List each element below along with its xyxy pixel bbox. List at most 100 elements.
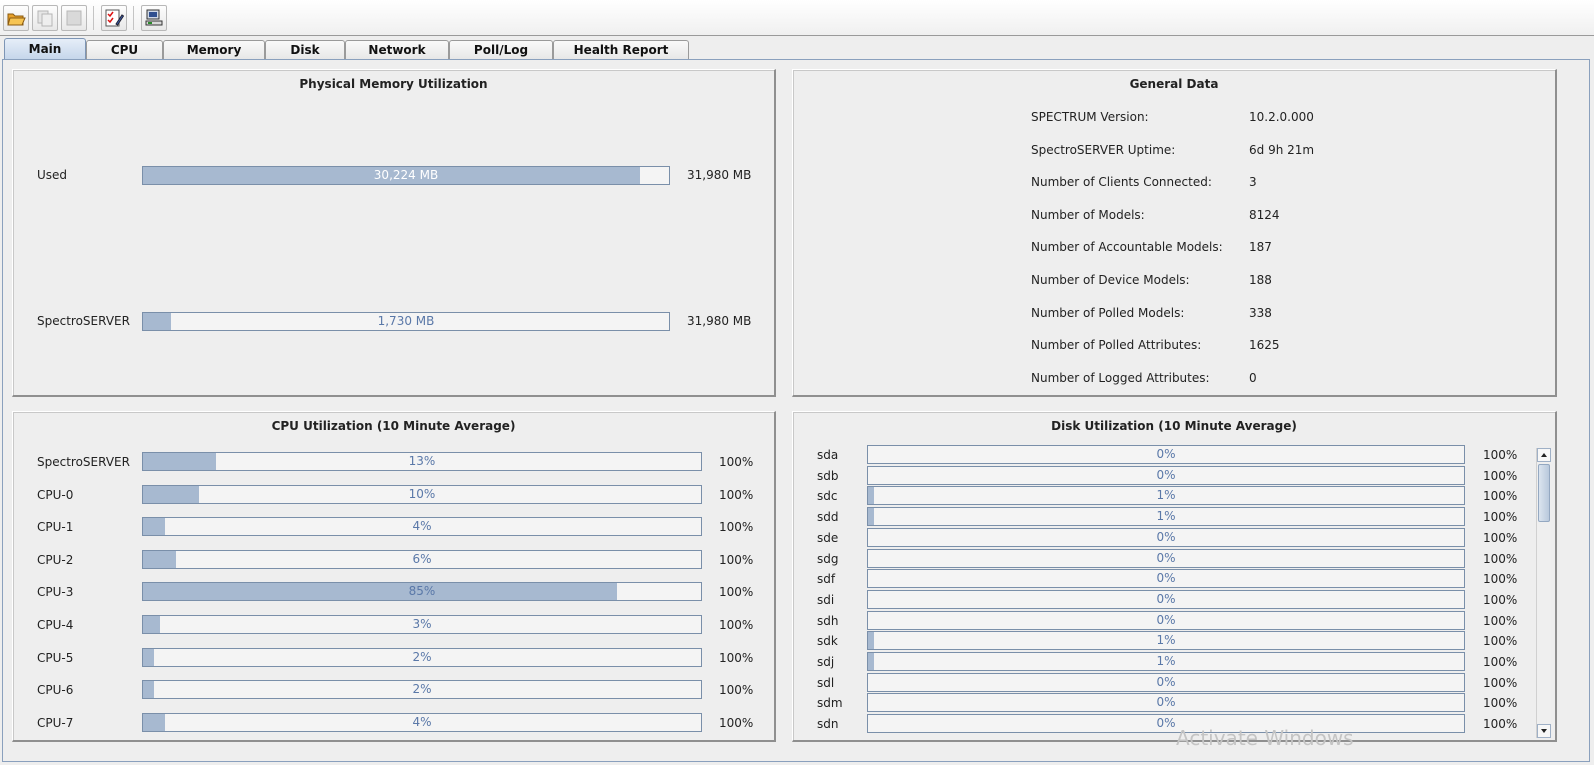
cpu-row-max: 100%: [719, 487, 754, 502]
disk-bar: 0%: [867, 672, 1465, 692]
tab-strip: Main CPU Memory Disk Network Poll/Log He…: [0, 37, 1594, 60]
disk-row-label: sdl: [817, 675, 835, 690]
cpu-bar: 6%: [142, 549, 702, 569]
general-data-label: Number of Device Models:: [1031, 273, 1190, 287]
blank-document-icon: [66, 10, 82, 26]
bar-fill: [143, 713, 166, 731]
panel-title: Disk Utilization (10 Minute Average): [1051, 419, 1297, 433]
general-data-label: Number of Logged Attributes:: [1031, 370, 1210, 385]
general-data-value: 6d 9h 21m: [1249, 142, 1315, 157]
bar-fill: [868, 653, 874, 670]
tab-health-report[interactable]: Health Report: [553, 40, 689, 60]
disk-row-label: sda: [817, 448, 839, 462]
scroll-up-arrow-icon[interactable]: [1537, 448, 1551, 462]
general-data-label: SpectroSERVER Uptime:: [1031, 142, 1176, 157]
disk-row-label: sdh: [817, 613, 839, 628]
disk-row-max: 100%: [1483, 592, 1518, 607]
cpu-bar: 4%: [142, 712, 702, 732]
bar-fill: [143, 518, 166, 536]
scroll-down-arrow-icon[interactable]: [1537, 724, 1551, 738]
cpu-row-max: 100%: [719, 618, 754, 632]
bar-value: 1%: [1156, 633, 1176, 648]
tab-main[interactable]: Main: [4, 38, 86, 60]
general-data-label: Number of Accountable Models:: [1031, 240, 1223, 255]
tab-cpu[interactable]: CPU: [86, 40, 163, 60]
bar-value: 1,730 MB: [377, 314, 435, 328]
bar-value: 0%: [1156, 591, 1176, 606]
tab-memory[interactable]: Memory: [163, 40, 265, 60]
disk-row-max: 100%: [1483, 530, 1518, 545]
cpu-row-label: CPU-3: [37, 585, 74, 600]
cpu-row-label: CPU-4: [37, 618, 74, 632]
general-data-label: Number of Polled Models:: [1031, 305, 1185, 320]
network-host-button[interactable]: [141, 5, 167, 31]
bar-value: 30,224 MB: [373, 168, 439, 182]
bar-fill: [868, 632, 874, 650]
disk-row-label: sdb: [817, 468, 839, 483]
memory-row-max: 31,980 MB: [687, 168, 752, 182]
tab-disk[interactable]: Disk: [265, 40, 345, 60]
scrollbar-thumb[interactable]: [1538, 464, 1550, 522]
blank-document-button[interactable]: [61, 5, 87, 31]
bar-value: 0%: [1156, 674, 1176, 689]
bar-fill: [143, 485, 199, 503]
cpu-utilization-panel: CPU Utilization (10 Minute Average) Spec…: [12, 411, 776, 742]
open-folder-button[interactable]: [3, 5, 29, 31]
bar-value: 0%: [1156, 447, 1176, 461]
disk-row-max: 100%: [1483, 634, 1518, 649]
disk-bar: 0%: [867, 693, 1465, 713]
bar-fill: [143, 681, 155, 699]
disk-scrollbar[interactable]: [1536, 448, 1551, 738]
bar-value: 0%: [1156, 716, 1176, 731]
bar-fill: [143, 313, 172, 330]
open-folder-icon: [7, 13, 26, 26]
bar-value: 13%: [408, 454, 436, 468]
bar-value: 85%: [408, 584, 436, 599]
disk-bar: 0%: [867, 714, 1465, 734]
bar-value: 10%: [408, 486, 436, 501]
disk-row-label: sdg: [817, 551, 839, 566]
tab-network[interactable]: Network: [345, 40, 449, 60]
disk-bar: 0%: [867, 527, 1465, 547]
disk-row-label: sdj: [817, 655, 835, 669]
bar-fill: [143, 616, 160, 633]
copy-document-button[interactable]: [32, 5, 58, 31]
disk-bar: 1%: [867, 486, 1465, 506]
disk-row-max: 100%: [1483, 489, 1518, 504]
bar-value: 0%: [1156, 529, 1176, 544]
disk-row-max: 100%: [1483, 572, 1518, 587]
disk-bar: 0%: [867, 569, 1465, 589]
tab-poll-log[interactable]: Poll/Log: [449, 40, 553, 60]
cpu-row-label: CPU-6: [37, 683, 74, 698]
disk-row-label: sdk: [817, 634, 838, 649]
cpu-row-label: CPU-0: [37, 487, 74, 502]
cpu-row-label: CPU-7: [37, 715, 74, 730]
memory-row-max: 31,980 MB: [687, 314, 752, 328]
panel-title: CPU Utilization (10 Minute Average): [271, 419, 516, 433]
disk-row-max: 100%: [1483, 510, 1518, 525]
disk-bar: 0%: [867, 465, 1465, 485]
disk-row-label: sdn: [817, 717, 839, 732]
disk-row-label: sdm: [817, 696, 843, 711]
disk-row-max: 100%: [1483, 696, 1518, 711]
toolbar-separator: [93, 6, 94, 30]
bar-value: 1%: [1156, 509, 1176, 524]
disk-bar: 0%: [867, 589, 1465, 609]
bar-value: 0%: [1156, 550, 1176, 565]
disk-utilization-panel: Disk Utilization (10 Minute Average) sda…: [792, 411, 1557, 742]
general-data-label: Number of Models:: [1031, 207, 1145, 222]
checklist-edit-icon: [105, 9, 124, 27]
memory-spectroserver-bar: 1,730 MB: [142, 312, 670, 331]
copy-document-icon: [37, 10, 53, 27]
bar-fill: [868, 487, 874, 505]
disk-row-label: sdc: [817, 489, 838, 504]
disk-row-max: 100%: [1483, 675, 1518, 690]
general-data-value: 1625: [1249, 338, 1280, 353]
disk-row-label: sdi: [817, 592, 835, 607]
cpu-row-max: 100%: [719, 455, 754, 469]
bar-fill: [143, 648, 155, 666]
bar-fill: [143, 167, 641, 184]
memory-row-label: SpectroSERVER: [37, 314, 130, 328]
checklist-edit-button[interactable]: [101, 5, 127, 31]
disk-row-label: sdf: [817, 572, 836, 587]
